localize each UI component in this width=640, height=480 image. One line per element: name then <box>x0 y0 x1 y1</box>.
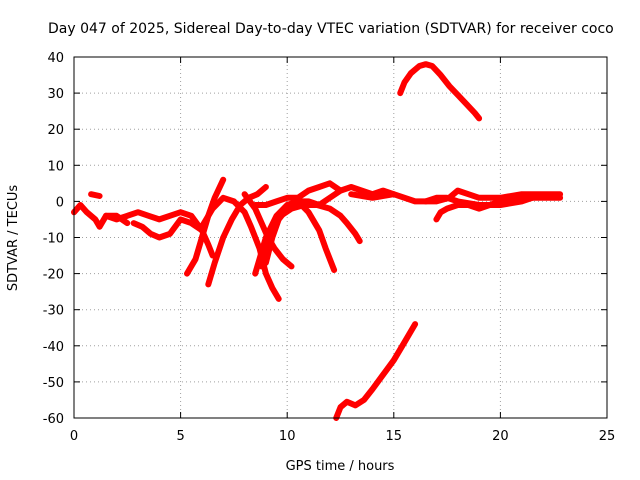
x-tick-label: 0 <box>70 429 78 444</box>
series-line-pass-13 <box>348 187 564 205</box>
x-axis-label: GPS time / hours <box>286 459 395 474</box>
x-tick-label: 25 <box>599 429 616 444</box>
y-tick-label: 30 <box>47 87 64 102</box>
y-tick-label: 10 <box>47 159 64 174</box>
series-line-pass-06 <box>205 184 269 288</box>
series-line-pass-16 <box>397 61 483 122</box>
y-tick-label: -60 <box>43 412 64 427</box>
x-tick-label: 20 <box>492 429 509 444</box>
series-line-pass-11 <box>258 202 363 270</box>
y-tick-label: -50 <box>43 376 64 391</box>
series-line-pass-02 <box>88 191 103 199</box>
y-tick-label: 20 <box>47 123 64 138</box>
data-series <box>71 61 564 421</box>
series-line-pass-09 <box>262 198 338 273</box>
x-tick-label: 5 <box>176 429 184 444</box>
x-tick-label: 15 <box>386 429 403 444</box>
series-line-pass-12 <box>252 180 344 208</box>
y-tick-label: -20 <box>43 268 64 283</box>
y-tick-label: -30 <box>43 304 64 319</box>
series-line-pass-04 <box>130 216 205 241</box>
series-line-pass-08 <box>252 184 397 277</box>
chart-title: Day 047 of 2025, Sidereal Day-to-day VTE… <box>48 21 614 37</box>
series-line-pass-07 <box>198 194 282 302</box>
x-tick-label: 10 <box>279 429 296 444</box>
series-line-pass-17 <box>333 321 419 421</box>
y-tick-label: 40 <box>47 51 64 66</box>
series-line-pass-15 <box>433 194 564 223</box>
y-axis-label: SDTVAR / TECUs <box>6 185 21 292</box>
y-tick-label: -10 <box>43 232 64 247</box>
y-tick-label: 0 <box>56 195 64 210</box>
axis-ticks: 0 5 10 15 20 25 40 30 20 10 0 -10 -20 -30 -40 -50 -60 <box>43 51 616 444</box>
y-tick-label: -40 <box>43 340 64 355</box>
